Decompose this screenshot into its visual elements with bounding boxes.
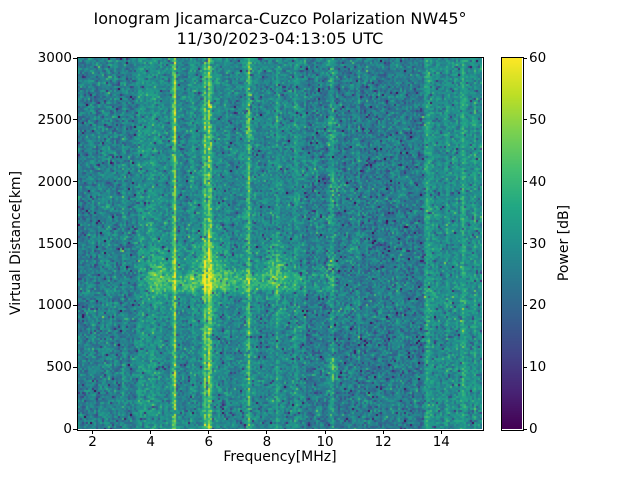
colorbar-tick-mark <box>523 243 527 244</box>
x-tick-label: 14 <box>432 434 450 450</box>
x-tick-label: 8 <box>262 434 272 450</box>
x-tick-label: 12 <box>374 434 392 450</box>
x-tick-mark <box>208 430 210 434</box>
colorbar-tick-mark <box>523 304 527 306</box>
colorbar-tick-mark <box>523 366 527 368</box>
y-tick-label: 0 <box>63 421 72 437</box>
y-tick-mark <box>73 304 77 306</box>
x-tick-mark <box>92 430 94 434</box>
colorbar-gradient <box>502 58 522 429</box>
colorbar-tick-label: 30 <box>529 235 547 252</box>
y-tick-label: 2000 <box>37 173 72 190</box>
x-tick-label: 10 <box>316 434 334 450</box>
x-tick-label: 4 <box>146 434 155 450</box>
ionogram-heatmap <box>78 58 482 429</box>
y-tick-label: 3000 <box>37 50 72 66</box>
y-tick-mark <box>73 181 77 183</box>
y-tick-mark <box>73 243 77 244</box>
colorbar-tick-label: 0 <box>529 421 538 437</box>
chart-title: Ionogram Jicamarca-Cuzco Polarization NW… <box>93 9 467 28</box>
colorbar-tick-label: 50 <box>529 111 547 128</box>
x-tick-mark <box>150 430 152 434</box>
colorbar-tick-mark <box>523 181 527 183</box>
x-tick-mark <box>324 430 326 434</box>
x-tick-label: 6 <box>204 434 214 450</box>
x-tick-mark <box>440 430 442 434</box>
x-tick-mark <box>382 430 384 434</box>
colorbar-tick-label: 40 <box>529 173 547 190</box>
y-tick-label: 1000 <box>37 297 72 314</box>
y-tick-mark <box>73 119 77 121</box>
x-tick-label: 2 <box>88 434 97 450</box>
colorbar-tick-mark <box>523 57 527 59</box>
x-axis-label: Frequency[MHz] <box>223 449 337 465</box>
y-tick-mark <box>73 366 77 368</box>
chart-title-block: Ionogram Jicamarca-Cuzco Polarization NW… <box>78 9 482 49</box>
chart-subtitle: 11/30/2023-04:13:05 UTC <box>176 29 384 48</box>
colorbar-tick-label: 10 <box>529 359 547 376</box>
colorbar-tick-label: 60 <box>529 50 547 66</box>
colorbar-tick-mark <box>523 428 527 430</box>
colorbar-tick-label: 20 <box>529 297 547 314</box>
y-axis-label: Virtual Distance[km] <box>8 170 24 316</box>
colorbar-tick-mark <box>523 119 527 121</box>
y-tick-label: 2500 <box>37 111 72 128</box>
y-tick-mark <box>73 57 77 59</box>
y-tick-mark <box>73 428 77 430</box>
x-tick-mark <box>266 430 268 434</box>
y-tick-label: 1500 <box>37 235 72 252</box>
y-tick-label: 500 <box>46 359 72 376</box>
